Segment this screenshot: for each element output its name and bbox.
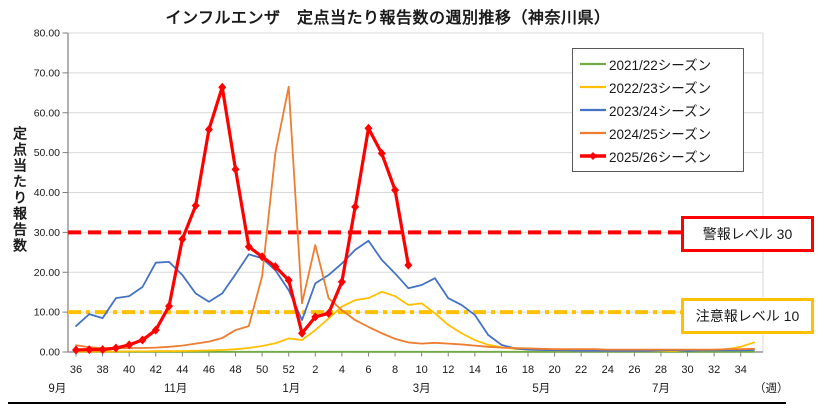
y-tick-label: 20.00 [34,267,60,279]
series-season-2025-26-marker [178,234,187,244]
x-tick-label: 20 [548,364,560,376]
series-season-2025-26-marker [271,262,280,272]
series-season-2025-26-marker [351,202,360,212]
x-month-label: 1月 [282,383,300,395]
series-season-2025-26-marker [85,345,94,355]
x-tick-label: 28 [655,364,667,376]
x-tick-label: 44 [176,364,188,376]
legend-item-season-2022-23: 2022/23シーズン [580,77,743,97]
series-season-2025-26-marker [364,123,373,133]
legend-item-season-2024-25: 2024/25シーズン [580,123,743,143]
x-tick-label: 12 [442,364,454,376]
legend-line-sample-icon [580,132,606,135]
x-month-label: 3月 [413,383,431,395]
series-season-2025-26-marker [298,328,306,338]
x-tick-label: 10 [416,364,428,376]
y-tick-label: 60.00 [34,107,60,119]
x-tick-label: 48 [229,364,241,376]
legend-label: 2021/22シーズン [609,57,712,73]
x-tick-label: 52 [283,364,295,376]
bottom-divider [8,402,786,404]
legend-item-season-2021-22: 2021/22シーズン [580,54,743,74]
x-month-label: 9月 [48,383,66,395]
series-season-2025-26-marker [165,301,174,311]
legend-line-sample-icon [580,108,606,112]
x-tick-label: 46 [203,364,215,376]
series-season-2025-26-marker [151,325,160,335]
y-tick-label: 80.00 [34,28,60,40]
series-season-2025-26-marker [377,148,386,158]
series-season-2025-26-marker [284,275,293,285]
series-season-2025-26-marker [391,185,400,195]
series-season-2025-26-marker [191,201,200,211]
caution-level-box: 注意報レベル 10 [681,298,814,334]
series-season-2025-26-marker [324,308,333,318]
x-tick-label: 4 [339,364,345,376]
x-tick-label: 34 [735,364,747,376]
x-axis-unit-label: （週） [754,382,789,395]
legend-line-sample-icon [580,152,606,161]
series-season-2024-25-line [75,85,755,351]
x-tick-label: 30 [681,364,693,376]
x-tick-label: 22 [575,364,587,376]
x-tick-label: 26 [628,364,640,376]
series-season-2025-26-marker [111,343,120,353]
caution-level-label: 注意報レベル 10 [695,308,800,324]
x-tick-label: 16 [495,364,507,376]
y-tick-label: 70.00 [34,67,60,79]
series-season-2025-26-marker [98,345,107,355]
series-season-2025-26-marker [218,82,227,92]
legend-item-season-2023-24: 2023/24シーズン [580,100,743,120]
x-tick-label: 2 [312,364,318,376]
x-tick-label: 18 [522,364,534,376]
legend-label: 2025/26シーズン [609,150,712,166]
x-tick-label: 32 [708,364,720,376]
x-tick-label: 50 [256,364,268,376]
legend-label: 2024/25シーズン [609,127,712,143]
x-tick-label: 6 [365,364,371,376]
x-month-label: 11月 [164,383,187,395]
series-season-2025-26-marker [258,252,267,262]
y-tick-label: 30.00 [34,227,60,239]
series-season-2025-26-marker [138,335,147,345]
x-tick-label: 14 [469,364,481,376]
series-season-2025-26-marker [72,345,80,355]
x-tick-label: 24 [602,364,614,376]
y-tick-label: 10.00 [34,307,60,319]
series-season-2023-24-line [75,239,755,352]
x-tick-label: 42 [150,364,162,376]
series-season-2025-26-marker [125,340,134,350]
legend-item-season-2025-26: 2025/26シーズン [580,146,743,166]
series-season-2025-26-marker [204,124,213,134]
legend-label: 2022/23シーズン [609,80,712,96]
x-tick-label: 38 [96,364,108,376]
y-axis-title: 定点当たり報告数 [12,126,28,254]
chart-title: インフルエンザ 定点当たり報告数の週別推移（神奈川県） [165,10,611,27]
series-season-2025-26-marker [231,164,240,174]
x-tick-label: 36 [70,364,82,376]
y-tick-label: 50.00 [34,147,60,159]
x-month-label: 7月 [652,383,670,395]
series-season-2025-26-marker [404,260,413,270]
warning-level-box: 警報レベル 30 [681,216,814,252]
x-tick-label: 40 [123,364,135,376]
warning-level-label: 警報レベル 30 [702,226,793,242]
y-tick-label: 0.00 [40,347,61,359]
legend-line-sample-icon [580,85,606,88]
x-month-label: 5月 [532,383,550,395]
x-tick-label: 8 [392,364,398,376]
series-season-2025-26-marker [311,312,320,322]
series-season-2025-26-marker [244,242,253,252]
series-season-2025-26-marker [337,277,346,287]
legend: 2021/22シーズン 2022/23シーズン 2023/24シーズン 2024/25… [572,48,744,172]
legend-line-sample-icon [580,62,606,65]
y-tick-label: 40.00 [34,187,60,199]
legend-label: 2023/24シーズン [609,103,712,119]
